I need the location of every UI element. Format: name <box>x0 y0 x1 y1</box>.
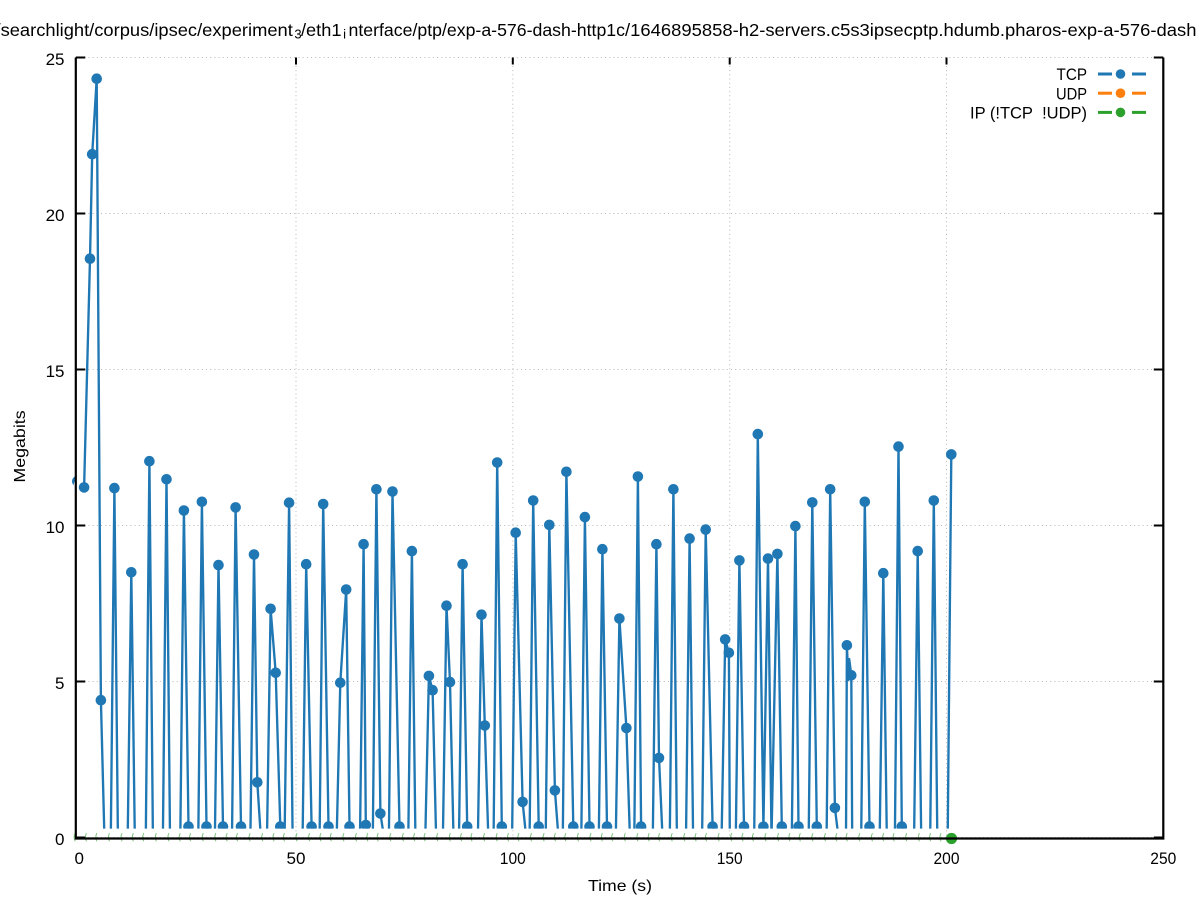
svg-text:i: i <box>343 27 346 42</box>
svg-text:/1646895858-h2-servers.c5s3ips: /1646895858-h2-servers.c5s3ipsecptp.hdum… <box>625 20 1197 40</box>
svg-text:Megabits: Megabits <box>12 410 29 482</box>
svg-text:50: 50 <box>287 849 306 868</box>
svg-text:TCP: TCP <box>1057 65 1088 84</box>
svg-text:5: 5 <box>55 674 64 693</box>
svg-text:200: 200 <box>934 849 960 868</box>
svg-text:IP (!TCP !UDP): IP (!TCP !UDP) <box>970 104 1087 123</box>
svg-text:/searchlight/corpus/ipsec/expe: /searchlight/corpus/ipsec/experiment <box>0 20 293 40</box>
svg-text:0: 0 <box>74 849 83 868</box>
svg-text:250: 250 <box>1150 849 1176 868</box>
svg-text:3: 3 <box>294 27 301 42</box>
svg-text:nterface/ptp/exp-a-576-dash-ht: nterface/ptp/exp-a-576-dash-http1c <box>349 20 626 40</box>
svg-text:0: 0 <box>55 830 64 849</box>
svg-text:10: 10 <box>46 518 65 537</box>
svg-text:UDP: UDP <box>1056 84 1087 103</box>
svg-text:Time (s): Time (s) <box>588 878 652 895</box>
svg-text:15: 15 <box>46 362 65 381</box>
svg-text:25: 25 <box>46 50 65 69</box>
svg-text:20: 20 <box>46 206 65 225</box>
svg-text:/eth1: /eth1 <box>301 20 342 40</box>
svg-text:150: 150 <box>717 849 743 868</box>
svg-text:100: 100 <box>500 849 526 868</box>
